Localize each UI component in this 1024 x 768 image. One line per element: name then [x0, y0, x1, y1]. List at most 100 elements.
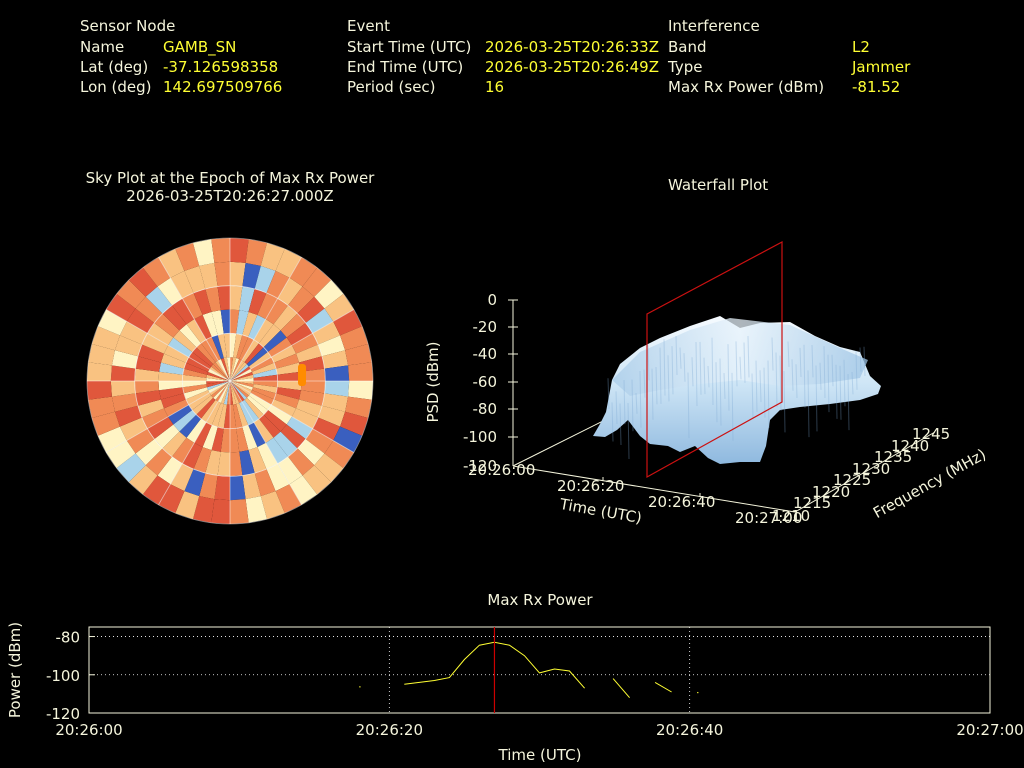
psd-streak	[627, 402, 630, 459]
psd-streak	[799, 347, 802, 378]
sky-cell	[111, 393, 138, 412]
event-heading: Event	[347, 17, 390, 35]
sky-cell	[245, 496, 267, 523]
psd-streak	[855, 351, 858, 390]
frequency-tick-label: 1210	[772, 507, 810, 525]
sky-cell	[289, 257, 318, 287]
sky-cell	[324, 381, 350, 397]
sky-cell	[250, 357, 274, 372]
sky-cell	[168, 337, 193, 358]
sky-cell	[182, 384, 207, 394]
sky-cell	[223, 357, 230, 381]
sky-cell	[305, 308, 334, 334]
sky-cell	[184, 265, 206, 293]
sky-cell	[128, 465, 158, 495]
sky-cell	[211, 364, 230, 381]
sky-cell	[196, 397, 216, 419]
sky-cell	[128, 267, 158, 297]
power-tick-label: -80	[56, 629, 81, 647]
sky-cell	[111, 350, 138, 369]
sky-cell	[273, 431, 298, 457]
sky-cell	[248, 352, 272, 370]
sky-cell	[162, 305, 187, 331]
maxpower-time-axis-label: Time (UTC)	[498, 746, 582, 764]
sky-cell	[142, 475, 171, 505]
sky-cell	[145, 286, 172, 314]
sky-cell	[217, 333, 227, 358]
psd-tick-label: -80	[473, 400, 498, 418]
sky-cell	[211, 427, 224, 452]
sky-cell	[137, 344, 164, 363]
sky-cell	[252, 387, 276, 400]
sky-cell	[302, 465, 332, 495]
sky-cell	[186, 319, 207, 344]
sky-cell	[172, 437, 195, 464]
psd-streak	[631, 379, 634, 432]
sky-cell	[215, 360, 230, 381]
sky-cell	[214, 261, 230, 287]
sky-cell	[248, 422, 266, 448]
power-point	[359, 686, 361, 688]
power-series-line	[654, 681, 672, 693]
start-time-label: Start Time (UTC)	[347, 38, 472, 56]
sky-cell	[220, 381, 230, 404]
frequency-tick-label: 1220	[812, 483, 850, 501]
name-value: GAMB_SN	[163, 38, 237, 56]
azimuth-line	[158, 256, 231, 382]
sky-cell	[106, 440, 136, 469]
sky-cell	[230, 357, 237, 381]
psd-streak	[747, 336, 750, 378]
sky-cell	[116, 453, 146, 483]
sky-cell	[194, 422, 212, 448]
azimuth-line	[158, 380, 231, 506]
azimuth-line	[105, 380, 231, 453]
sky-cell	[267, 337, 292, 358]
psd-streak	[695, 341, 698, 407]
sky-cell	[154, 424, 180, 449]
sky-cell	[230, 285, 243, 311]
psd-streak	[715, 362, 718, 423]
lon-label: Lon (deg)	[80, 78, 152, 96]
sky-cell	[193, 288, 212, 315]
sky-cell	[302, 267, 332, 297]
time-tick-label: 20:26:40	[656, 721, 723, 739]
psd-streak	[635, 392, 638, 414]
psd-tick-label: -20	[473, 318, 498, 336]
sky-cell	[271, 399, 297, 417]
psd-streak	[739, 356, 742, 380]
frequency-axis-line	[794, 431, 936, 513]
sky-cell	[199, 262, 218, 289]
band-label: Band	[668, 38, 707, 56]
sky-cell	[184, 362, 208, 375]
time-tick-label: 20:26:20	[356, 721, 423, 739]
sky-cell	[265, 437, 288, 464]
sky-cell	[196, 343, 216, 365]
psd-streak	[751, 373, 754, 419]
sky-cell	[157, 277, 183, 306]
sky-cell	[257, 292, 278, 320]
sky-cell	[322, 393, 349, 412]
time-tick-label: 20:27:00	[735, 509, 802, 527]
sky-cell	[230, 381, 237, 405]
frequency-tick-label: 1245	[912, 425, 950, 443]
sky-cell	[87, 381, 112, 400]
sky-cell	[266, 463, 290, 492]
frequency-tick-label: 1225	[833, 471, 871, 489]
power-tick-label: -120	[46, 705, 80, 723]
sky-cell	[147, 416, 174, 439]
sky-cell	[271, 345, 297, 363]
sky-cell	[230, 381, 247, 400]
frequency-tick-label: 1215	[793, 494, 831, 512]
sky-cell	[114, 335, 142, 357]
sky-cell	[145, 448, 172, 476]
sky-cell	[312, 321, 341, 345]
sky-cell	[253, 381, 278, 388]
lat-label: Lat (deg)	[80, 58, 149, 76]
sky-cell	[163, 399, 189, 417]
sky-cell	[142, 257, 171, 287]
time-tick-label: 20:27:00	[956, 721, 1023, 739]
sky-cell	[277, 277, 303, 306]
sky-cell	[244, 343, 264, 365]
psd-streak	[663, 339, 666, 396]
